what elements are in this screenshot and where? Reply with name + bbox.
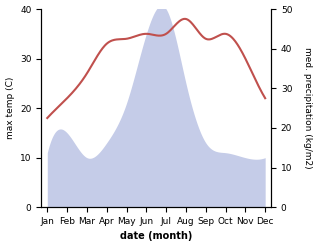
Y-axis label: max temp (C): max temp (C) <box>5 77 15 139</box>
X-axis label: date (month): date (month) <box>120 231 192 242</box>
Y-axis label: med. precipitation (kg/m2): med. precipitation (kg/m2) <box>303 47 313 169</box>
